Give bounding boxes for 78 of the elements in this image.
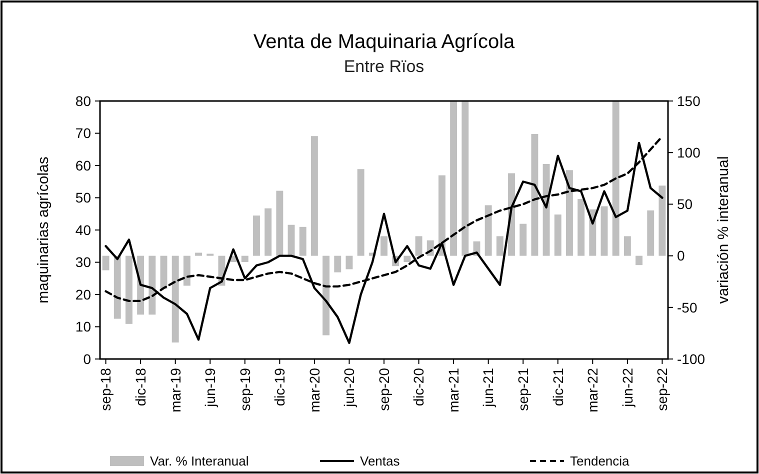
- bar: [334, 256, 342, 272]
- bar: [600, 206, 608, 256]
- bar: [566, 170, 573, 256]
- y2-tick-label: -50: [677, 299, 698, 316]
- x-tick-label: jun-20: [341, 368, 358, 408]
- x-tick-label: mar-19: [167, 368, 184, 412]
- bar: [542, 164, 550, 256]
- x-tick-label: mar-22: [584, 368, 601, 412]
- y2-tick-label: 100: [677, 144, 701, 160]
- bar: [554, 214, 562, 256]
- bar: [183, 256, 190, 286]
- legend-label: Tendencia: [570, 454, 630, 469]
- x-tick-label: sep-18: [98, 368, 114, 411]
- bar: [310, 136, 318, 256]
- bar: [531, 134, 538, 256]
- x-tick-label: dic-18: [132, 368, 148, 406]
- bar: [241, 256, 248, 262]
- y2-tick-label: 0: [677, 248, 685, 264]
- bar: [148, 256, 156, 315]
- legend-label: Var. % Interanual: [150, 454, 249, 469]
- x-tick-label: dic-20: [410, 368, 427, 406]
- bar: [520, 224, 527, 256]
- y-axis-title: maquinarias agrícolas: [35, 156, 52, 304]
- bar: [380, 236, 388, 256]
- x-tick-label: sep-22: [654, 368, 670, 411]
- bar: [578, 199, 585, 256]
- x-tick-label: dic-21: [550, 368, 566, 406]
- y-tick-label: 60: [75, 157, 92, 174]
- y-tick-label: 70: [75, 125, 92, 142]
- x-tick-label: mar-20: [306, 368, 322, 412]
- bar: [346, 256, 353, 270]
- legend-label: Ventas: [360, 454, 400, 469]
- bar: [415, 236, 422, 256]
- y2-tick-label: 150: [677, 92, 701, 109]
- line-series: [104, 142, 664, 344]
- x-tick-label: mar-21: [445, 368, 462, 412]
- x-tick-label: sep-19: [236, 368, 253, 411]
- bar: [288, 224, 295, 256]
- x-tick-label: sep-20: [376, 368, 392, 411]
- chart-title: Venta de Maquinaria Agrícola: [253, 31, 516, 53]
- x-tick-label: jun-21: [480, 368, 496, 408]
- bar: [624, 236, 631, 256]
- bar: [172, 256, 179, 342]
- bar: [264, 208, 272, 256]
- y2-axis-title: variación % interanual: [715, 156, 732, 304]
- x-tick-label: jun-19: [202, 368, 218, 408]
- bar: [450, 101, 458, 256]
- bar: [484, 205, 492, 256]
- bar: [102, 256, 110, 270]
- x-tick-label: dic-19: [272, 368, 288, 406]
- y-tick-label: 30: [75, 254, 92, 270]
- y-tick-label: 80: [75, 92, 92, 109]
- y-tick-label: 50: [75, 190, 92, 206]
- bar: [276, 190, 284, 256]
- bar: [462, 101, 469, 256]
- y-tick-label: 0: [83, 350, 92, 367]
- y2-tick-label: -100: [677, 350, 706, 367]
- bar: [357, 169, 364, 256]
- bar: [496, 236, 504, 256]
- bar: [647, 210, 654, 256]
- y-tick-label: 10: [75, 318, 92, 335]
- y-tick-label: 20: [75, 286, 92, 302]
- y2-tick-label: 50: [677, 196, 693, 212]
- bar: [322, 256, 330, 336]
- x-tick-label: sep-21: [515, 368, 531, 411]
- bar: [658, 186, 666, 256]
- bar: [114, 256, 121, 319]
- x-tick-label: jun-22: [619, 368, 636, 408]
- bar: [253, 216, 260, 256]
- bar: [438, 175, 446, 256]
- bar: [299, 226, 306, 256]
- y-tick-label: 40: [75, 222, 92, 238]
- bar: [195, 252, 202, 256]
- bar: [612, 101, 620, 256]
- chart-subtitle: Entre Rïos: [344, 57, 424, 76]
- bar: [404, 256, 411, 262]
- bar: [126, 256, 132, 324]
- bar: [636, 256, 642, 266]
